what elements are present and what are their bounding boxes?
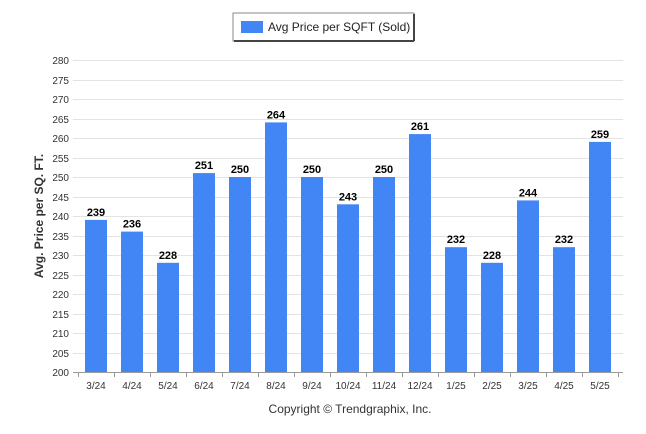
bar-7-24 <box>229 177 251 372</box>
x-tick-label: 2/25 <box>482 381 502 392</box>
y-tick-label: 230 <box>52 251 69 262</box>
y-tick-label: 210 <box>52 329 69 340</box>
y-axis-title: Avg. Price per SQ. FT. <box>32 154 46 278</box>
bar-11-24 <box>373 177 395 372</box>
data-label: 251 <box>195 160 213 172</box>
y-tick-label: 200 <box>52 368 69 379</box>
bar-2-25 <box>481 262 503 372</box>
x-axis-ticks: 3/24 4/24 5/24 6/24 7/24 8/24 9/24 10/24 11/24 12… <box>78 372 619 392</box>
data-label: 259 <box>591 129 609 141</box>
x-tick-label: 10/24 <box>335 381 360 392</box>
bar-12-24 <box>409 134 431 372</box>
bar-4-24 <box>121 231 143 372</box>
data-label: 264 <box>267 109 286 121</box>
y-tick-label: 235 <box>52 232 69 243</box>
bar-5-25 <box>589 141 611 372</box>
y-tick-label: 280 <box>52 56 69 67</box>
bar-8-24 <box>265 122 287 373</box>
bar-9-24 <box>301 177 323 372</box>
y-tick-label: 205 <box>52 349 69 360</box>
x-tick-label: 3/24 <box>86 381 106 392</box>
bar-3-24 <box>85 219 107 372</box>
y-tick-label: 270 <box>52 95 69 106</box>
bars <box>85 122 611 373</box>
x-tick-label: 9/24 <box>302 381 322 392</box>
data-label: 239 <box>87 207 105 219</box>
y-tick-label: 220 <box>52 290 69 301</box>
x-tick-label: 4/24 <box>122 381 142 392</box>
bar-6-24 <box>193 173 215 372</box>
data-label: 228 <box>483 250 501 262</box>
data-label: 232 <box>555 234 573 246</box>
x-tick-label: 5/25 <box>590 381 610 392</box>
x-tick-label: 3/25 <box>518 381 538 392</box>
x-tick-label: 8/24 <box>266 381 286 392</box>
legend-box <box>232 12 415 42</box>
data-label: 243 <box>339 191 357 203</box>
y-tick-label: 275 <box>52 76 69 87</box>
legend-swatch <box>241 21 263 33</box>
data-label: 250 <box>231 164 249 176</box>
x-tick-label: 12/24 <box>407 381 432 392</box>
bar-5-24 <box>157 262 179 372</box>
x-tick-label: 1/25 <box>446 381 466 392</box>
data-label: 232 <box>447 234 465 246</box>
x-tick-label: 6/24 <box>194 381 214 392</box>
data-label: 228 <box>159 250 177 262</box>
data-labels: 239 236 228 251 250 264 250 243 250 261 232 228 244 2… <box>87 109 609 261</box>
data-label: 244 <box>519 187 538 199</box>
x-tick-label: 7/24 <box>230 381 250 392</box>
bar-4-25 <box>553 247 575 372</box>
y-tick-label: 240 <box>52 212 69 223</box>
y-tick-label: 215 <box>52 310 69 321</box>
bar-3-25 <box>517 200 539 372</box>
y-tick-label: 255 <box>52 154 69 165</box>
bar-1-25 <box>445 247 467 372</box>
data-label: 250 <box>303 164 321 176</box>
bar-10-24 <box>337 204 359 372</box>
data-label: 250 <box>375 164 393 176</box>
y-tick-label: 260 <box>52 134 69 145</box>
legend-label: Avg Price per SQFT (Sold) <box>268 20 410 34</box>
y-tick-label: 265 <box>52 115 69 126</box>
x-tick-label: 5/24 <box>158 381 178 392</box>
y-tick-label: 225 <box>52 271 69 282</box>
x-tick-label: 4/25 <box>554 381 574 392</box>
y-axis-ticks: 200 205 210 215 220 225 230 235 240 245 250 255 260 2… <box>52 56 69 379</box>
data-label: 236 <box>123 219 141 231</box>
copyright-text: Copyright © Trendgraphix, Inc. <box>269 402 432 416</box>
data-label: 261 <box>411 121 429 133</box>
x-tick-label: 11/24 <box>372 381 397 392</box>
y-tick-label: 250 <box>52 173 69 184</box>
legend: Avg Price per SQFT (Sold) <box>232 12 415 42</box>
y-tick-label: 245 <box>52 193 69 204</box>
